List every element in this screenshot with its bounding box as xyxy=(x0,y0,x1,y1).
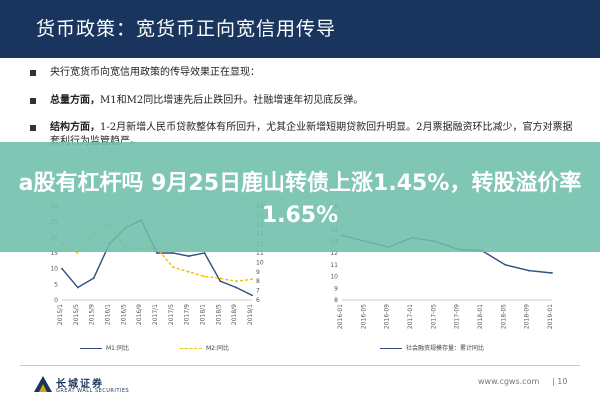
bullet-text: M1和M2同比增速先后止跌回升。社融增速年初见底反弹。 xyxy=(100,95,364,106)
data-point xyxy=(251,278,253,281)
x-tick-label: 2017/5 xyxy=(168,304,175,325)
data-point xyxy=(92,277,95,279)
x-tick-label: 2016/1 xyxy=(105,304,112,325)
bullet-square-icon xyxy=(30,98,36,104)
y-tick-label-right: 6 xyxy=(256,297,260,304)
legend-item-m2: M2:同比 xyxy=(180,343,229,352)
logo-text-cn: 长城证券 xyxy=(56,379,104,390)
x-tick-label: 2016-05 xyxy=(360,304,367,329)
data-point xyxy=(527,269,530,272)
y-tick-label-left: 8 xyxy=(334,297,338,304)
data-point xyxy=(504,263,507,266)
x-tick-label: 2017/1 xyxy=(152,304,159,325)
x-tick-label: 2018-05 xyxy=(500,304,507,329)
x-tick-label: 2018/9 xyxy=(231,304,238,325)
y-tick-label-left: 11 xyxy=(330,262,338,269)
y-tick-label-left: 9 xyxy=(334,285,338,292)
x-tick-label: 2015/5 xyxy=(73,304,80,325)
x-tick-label: 2017-05 xyxy=(430,304,437,329)
x-tick-label: 2018/5 xyxy=(215,304,222,325)
footer-url: www.cgws.com xyxy=(478,377,540,386)
bullet-square-icon xyxy=(30,125,36,131)
legend-item-m1: M1:同比 xyxy=(80,343,129,352)
x-tick-label: 2015/1 xyxy=(57,304,64,325)
slide-header: 货币政策：宽货币正向宽信用传导 xyxy=(0,0,600,58)
data-point xyxy=(171,252,174,254)
logo-text-en: GREAT WALL SECURITIES xyxy=(56,388,130,394)
legend-swatch-m1 xyxy=(80,348,102,349)
x-tick-label: 2016-09 xyxy=(384,304,391,329)
data-point xyxy=(76,286,79,289)
x-tick-label: 2017/9 xyxy=(184,304,191,325)
x-tick-label: 2016/9 xyxy=(136,304,143,325)
y-tick-label-left: 15 xyxy=(50,250,58,257)
company-logo: 长城证券 GREAT WALL SECURITIES xyxy=(34,374,154,396)
m1-m2-legend: M1:同比 M2:同比 xyxy=(80,343,280,355)
x-tick-label: 2017-01 xyxy=(407,304,414,329)
bullet-bold-label: 总量方面， xyxy=(50,95,100,106)
promo-banner: a股有杠杆吗 9月25日鹿山转债上涨1.45%，转股溢价率1.65% xyxy=(0,142,600,252)
y-tick-label-left: 10 xyxy=(50,266,58,273)
bullet-square-icon xyxy=(30,70,36,76)
y-tick-label-left: 0 xyxy=(54,297,58,304)
y-tick-label-left: 12 xyxy=(330,250,338,257)
y-tick-label-right: 7 xyxy=(256,288,260,295)
data-point xyxy=(187,255,190,258)
legend-swatch-social xyxy=(380,348,402,349)
data-point xyxy=(203,275,206,278)
social-financing-legend: 社会融资规模存量：累计同比 xyxy=(380,343,580,355)
x-tick-label: 2018/1 xyxy=(200,304,207,325)
x-tick-label: 2016-01 xyxy=(337,304,344,329)
bullet-text: 央行宽货币向宽信用政策的传导效果正在显现： xyxy=(50,67,260,78)
page-number: | 10 xyxy=(552,377,568,386)
legend-label-m2: M2:同比 xyxy=(206,345,230,352)
x-tick-label: 2015/9 xyxy=(89,304,96,325)
y-tick-label-right: 9 xyxy=(256,269,260,276)
legend-label-m1: M1:同比 xyxy=(106,345,130,352)
data-point xyxy=(171,266,174,268)
data-point xyxy=(551,272,553,274)
great-wall-logo-icon xyxy=(34,376,52,392)
data-point xyxy=(203,252,206,254)
data-point xyxy=(187,270,190,273)
x-tick-label: 2018-09 xyxy=(524,304,531,329)
x-tick-label: 2019-01 xyxy=(547,304,554,329)
banner-headline: a股有杠杆吗 9月25日鹿山转债上涨1.45%，转股溢价率1.65% xyxy=(18,171,582,228)
bullet-bold-label: 结构方面， xyxy=(50,122,100,133)
legend-label-social: 社会融资规模存量：累计同比 xyxy=(406,345,485,352)
y-tick-label-right: 10 xyxy=(256,259,264,266)
bullet-text: 1-2月新增人民币贷款整体有所回升，尤其企业新增短期贷款回升明显。2月票据融资环… xyxy=(50,122,573,147)
data-point xyxy=(61,267,63,270)
legend-item-social: 社会融资规模存量：累计同比 xyxy=(380,343,484,352)
y-tick-label-right: 11 xyxy=(256,250,264,257)
x-tick-label: 2018-01 xyxy=(477,304,484,329)
legend-swatch-m2 xyxy=(180,348,202,349)
x-tick-label: 2017-09 xyxy=(454,304,461,329)
slide-title: 货币政策：宽货币正向宽信用传导 xyxy=(36,18,337,40)
data-point xyxy=(235,286,238,289)
y-tick-label-left: 10 xyxy=(330,274,338,281)
data-point xyxy=(219,280,222,283)
y-tick-label-right: 8 xyxy=(256,278,260,285)
y-tick-label-left: 5 xyxy=(54,281,58,288)
x-tick-label: 2019/1 xyxy=(247,304,254,325)
data-point xyxy=(235,280,238,283)
data-point xyxy=(156,252,158,254)
x-tick-label: 2016/5 xyxy=(120,304,127,325)
footer-divider xyxy=(20,365,580,366)
data-point xyxy=(76,252,79,254)
data-point xyxy=(251,294,253,297)
data-point xyxy=(219,277,222,280)
